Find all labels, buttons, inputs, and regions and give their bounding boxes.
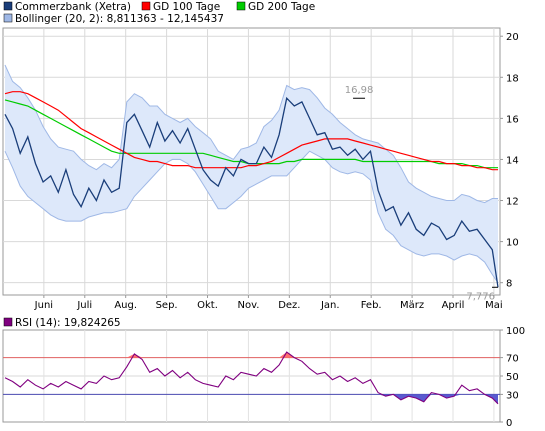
x-tick-label-Sep.: Sep. <box>156 300 178 311</box>
legend-label-bollinger: Bollinger (20, 2): 8,811363 - 12,145437 <box>15 13 224 25</box>
y-tick-label-18: 18 <box>506 73 519 84</box>
legend-swatch-bollinger <box>3 13 13 23</box>
rsi-tick-label-100: 100 <box>506 326 525 337</box>
x-tick-label-Nov.: Nov. <box>237 300 259 311</box>
rsi-legend: RSI (14): 19,824265 <box>3 317 121 329</box>
price-line <box>4 96 499 288</box>
rsi-tick-label-0: 0 <box>506 418 512 429</box>
bollinger-upper-line <box>4 64 498 204</box>
y-tick-label-10: 10 <box>506 238 519 249</box>
bollinger-band-fill <box>5 65 498 283</box>
rsi-line <box>4 351 499 405</box>
x-tick-label-Jan.: Jan. <box>320 300 340 311</box>
gd100-line <box>4 91 498 171</box>
y-tick-label-16: 16 <box>506 114 519 125</box>
legend-swatch-gd200 <box>236 1 246 11</box>
legend-label-gd200: GD 200 Tage <box>248 1 315 13</box>
legend-swatch-rsi <box>3 317 13 327</box>
price-lines <box>4 64 499 288</box>
y-tick-label-14: 14 <box>506 155 519 166</box>
y-tick-label-8: 8 <box>506 279 512 290</box>
bollinger-lower-line <box>4 150 499 283</box>
x-tick-label-Feb.: Feb. <box>361 300 382 311</box>
rsi-lines <box>4 351 499 405</box>
price-annotations: 16,98 7,776 <box>345 85 498 302</box>
legend-label-price: Commerzbank (Xetra) <box>15 1 131 13</box>
x-tick-label-April: April <box>442 300 465 311</box>
y-tick-label-12: 12 <box>506 197 519 208</box>
x-tick-label-Mai: Mai <box>485 300 503 311</box>
x-tick-label-Juni: Juni <box>34 300 53 311</box>
x-tick-label-Aug.: Aug. <box>114 300 137 311</box>
rsi-oversold-fill <box>5 394 498 404</box>
bollinger-band <box>5 65 498 283</box>
rsi-y-axis: 100 70 50 30 0 <box>500 326 525 429</box>
x-tick-label-März: März <box>400 300 424 311</box>
x-tick-label-Dez.: Dez. <box>278 300 300 311</box>
legend-swatch-price <box>3 1 13 11</box>
x-tick-label-Okt.: Okt. <box>197 300 218 311</box>
x-tick-label-Juli: Juli <box>76 300 92 311</box>
main-legend: Commerzbank (Xetra) GD 100 Tage GD 200 T… <box>3 1 315 25</box>
rsi-tick-label-50: 50 <box>506 372 519 383</box>
price-x-axis: Juni Juli Aug. Sep. Okt. Nov. Dez. Jan. Feb. März… <box>34 295 503 311</box>
rsi-fill-zones <box>5 352 498 404</box>
legend-label-rsi: RSI (14): 19,824265 <box>15 317 121 329</box>
rsi-tick-label-30: 30 <box>506 390 519 401</box>
rsi-tick-label-70: 70 <box>506 354 519 365</box>
price-chart-panel: 20 18 16 14 12 10 8 Juni Juli Aug. Sep. Okt. Nov. De… <box>2 27 519 311</box>
low-value-label: 7,776 <box>466 291 495 302</box>
rsi-chart-panel: 100 70 50 30 0 <box>2 326 525 429</box>
high-value-label: 16,98 <box>345 85 374 96</box>
legend-label-gd100: GD 100 Tage <box>153 1 220 13</box>
legend-swatch-gd100 <box>141 1 151 11</box>
y-tick-label-20: 20 <box>506 32 519 43</box>
price-y-axis: 20 18 16 14 12 10 8 <box>500 32 519 290</box>
